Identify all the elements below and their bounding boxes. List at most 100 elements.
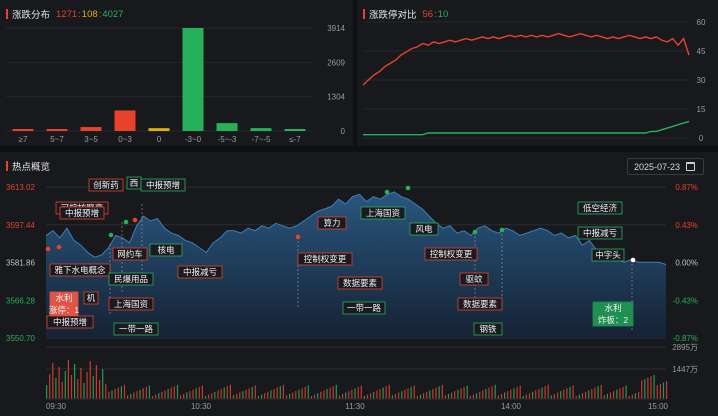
date-value: 2025-07-23 bbox=[634, 161, 681, 172]
limit-up-line bbox=[362, 32, 690, 86]
volume-bar bbox=[310, 396, 312, 399]
tag-label: 上海国资 bbox=[366, 208, 401, 218]
volume-bar bbox=[251, 386, 253, 399]
hot-tag[interactable]: 中报预增 bbox=[46, 315, 94, 329]
hot-tag[interactable]: 网约车 bbox=[112, 247, 148, 261]
volume-bar bbox=[192, 389, 194, 399]
hot-tag[interactable]: 雅下水电概念 bbox=[49, 263, 111, 277]
hot-tag[interactable]: 数据要素 bbox=[457, 297, 503, 311]
event-dot bbox=[295, 234, 301, 240]
volume-bar bbox=[58, 367, 60, 399]
volume-bar bbox=[236, 393, 238, 399]
hot-tag[interactable]: 中报减亏 bbox=[177, 265, 223, 279]
volume-bar bbox=[139, 389, 141, 399]
hot-tag[interactable]: 驱蚊 bbox=[459, 272, 489, 286]
volume-bar bbox=[419, 394, 422, 399]
hot-tag[interactable]: 上海国资 bbox=[360, 206, 406, 220]
x-tick-label: ≥7 bbox=[19, 135, 28, 144]
hot-tag[interactable]: 一带一路 bbox=[342, 301, 386, 315]
x-tick-label: 3~5 bbox=[84, 135, 98, 144]
tag-box bbox=[177, 265, 223, 279]
hot-tag[interactable]: 低空经济 bbox=[577, 201, 623, 215]
bar bbox=[80, 127, 102, 131]
volume-bar bbox=[326, 389, 328, 399]
tag-box bbox=[113, 322, 159, 336]
volume-bar bbox=[289, 393, 291, 399]
tag-label: 上海国资 bbox=[114, 299, 149, 309]
volume-bar bbox=[510, 389, 512, 399]
hot-tag[interactable]: 一带一路 bbox=[113, 322, 159, 336]
volume-bar bbox=[120, 386, 122, 399]
volume-bar bbox=[105, 384, 107, 399]
hot-tag[interactable]: 控制权变更 bbox=[297, 252, 353, 266]
volume-bar bbox=[401, 391, 403, 399]
volume-bar bbox=[273, 389, 275, 399]
tag-box bbox=[473, 322, 503, 336]
tag-box bbox=[140, 178, 186, 192]
time-tick-label: 09:30 bbox=[46, 402, 67, 411]
hot-tag[interactable]: 创新药 bbox=[88, 178, 124, 192]
hot-tag[interactable]: 水利 bbox=[592, 301, 634, 315]
hot-tag[interactable]: 核电 bbox=[149, 243, 183, 257]
volume-bar bbox=[189, 391, 191, 399]
hot-tag[interactable]: 算力 bbox=[317, 216, 347, 230]
volume-bar bbox=[429, 390, 431, 399]
volume-bar bbox=[407, 388, 409, 399]
tag-box bbox=[342, 301, 386, 315]
volume-bar bbox=[186, 392, 188, 399]
volume-bar bbox=[588, 390, 590, 399]
volume-bar bbox=[441, 384, 443, 399]
time-tick-label: 10:30 bbox=[191, 402, 212, 411]
hot-tag[interactable]: 中报减亏 bbox=[577, 226, 623, 240]
hot-tag[interactable]: 上海国资 bbox=[108, 297, 154, 311]
volume-bar bbox=[117, 387, 119, 399]
volume-bar bbox=[388, 384, 390, 399]
volume-bar bbox=[366, 394, 369, 399]
distribution-chart: 3914 2609 1304 0 ≥7 5~7 3~5 0~3 0 -3~0 -5~-3 -7~-5 ≤… bbox=[6, 24, 346, 144]
hot-tag[interactable]: 涨停：1 bbox=[49, 303, 80, 317]
volume-bar bbox=[491, 386, 493, 399]
tag-label: 网约车 bbox=[117, 249, 143, 259]
hot-tag[interactable]: 钢铁 bbox=[473, 322, 503, 336]
hot-tag[interactable]: 民爆用品 bbox=[108, 272, 154, 286]
y-tick-label: 30 bbox=[697, 76, 706, 85]
volume-bar bbox=[628, 396, 630, 399]
limit-up-count: 56 bbox=[422, 8, 434, 20]
pct-tick-label: 0.00% bbox=[675, 259, 698, 268]
date-picker[interactable]: 2025-07-23 bbox=[627, 158, 704, 175]
tag-label: 算力 bbox=[323, 218, 340, 228]
x-tick-label: 0~3 bbox=[118, 135, 132, 144]
limit-down-count: 10 bbox=[437, 8, 449, 20]
volume-bar bbox=[569, 386, 571, 399]
volume-bar bbox=[575, 396, 577, 399]
bar bbox=[114, 110, 136, 131]
hot-tag[interactable]: 水利 bbox=[49, 291, 79, 305]
hot-tag[interactable]: 数据要素 bbox=[337, 276, 383, 290]
hot-tag[interactable]: 风电 bbox=[409, 222, 439, 236]
volume-bar bbox=[276, 387, 278, 399]
calendar-icon[interactable] bbox=[686, 162, 696, 171]
hot-tag[interactable]: 中字头 bbox=[591, 248, 625, 262]
volume-bar bbox=[497, 395, 499, 399]
x-tick-label: 5~7 bbox=[50, 135, 64, 144]
volume-bar bbox=[472, 394, 474, 399]
volume-bar bbox=[295, 391, 297, 399]
volume-bar bbox=[332, 386, 334, 399]
volume-bar bbox=[591, 389, 593, 399]
pct-tick-label: 0.43% bbox=[675, 221, 698, 230]
hot-tag[interactable]: 机 bbox=[83, 291, 99, 305]
hot-tag[interactable]: 控制权变更 bbox=[424, 247, 478, 261]
hot-tag[interactable]: 中报预增 bbox=[59, 206, 105, 220]
volume-bar bbox=[451, 392, 453, 399]
volume-bar bbox=[513, 388, 515, 399]
tag-box bbox=[108, 297, 154, 311]
tag-label: 机 bbox=[87, 293, 96, 303]
hot-tag[interactable]: 中报预增 bbox=[140, 178, 186, 192]
event-dot bbox=[132, 217, 138, 223]
tag-box bbox=[591, 248, 625, 262]
volume-bar bbox=[136, 391, 138, 399]
volume-bar bbox=[644, 379, 646, 399]
volume-bar bbox=[108, 391, 110, 399]
hot-tag[interactable]: 西 bbox=[126, 176, 142, 190]
hot-tag[interactable]: 炸板：2 bbox=[592, 313, 634, 327]
